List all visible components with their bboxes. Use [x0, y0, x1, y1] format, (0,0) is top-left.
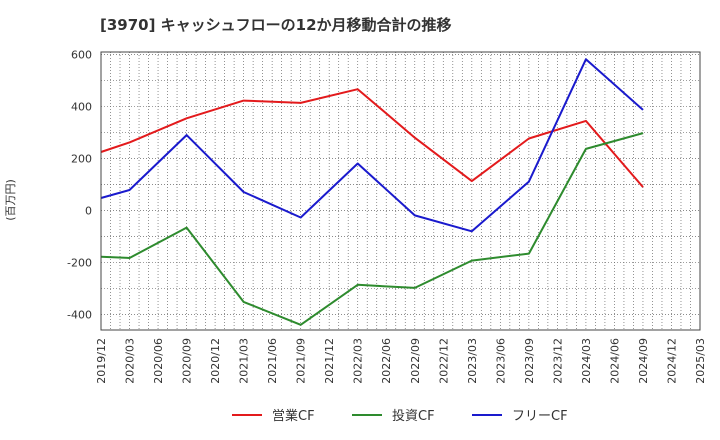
x-tick-label: 2022/09: [409, 338, 422, 384]
x-tick-label: 2021/03: [238, 338, 251, 384]
x-tick-label: 2021/09: [295, 338, 308, 384]
x-tick-label: 2022/12: [437, 338, 450, 384]
x-tick-label: 2024/09: [637, 338, 650, 384]
x-tick-label: 2024/03: [580, 338, 593, 384]
y-tick-label: 600: [71, 49, 92, 62]
x-tick-label: 2021/06: [266, 338, 279, 384]
y-axis-label: (百万円): [4, 179, 17, 221]
x-tick-label: 2022/03: [352, 338, 365, 384]
y-tick-label: -200: [67, 256, 92, 269]
series-line-投資CF: [100, 132, 644, 326]
x-tick-label: 2022/06: [380, 338, 393, 384]
x-tick-label: 2023/12: [551, 338, 564, 384]
x-tick-label: 2020/03: [124, 338, 137, 384]
x-tick-label: 2025/03: [694, 338, 707, 384]
x-tick-label: 2023/06: [494, 338, 507, 384]
series-line-フリーCF: [100, 58, 644, 233]
x-tick-label: 2020/06: [152, 338, 165, 384]
x-tick-label: 2020/09: [181, 338, 194, 384]
x-tick-label: 2023/09: [523, 338, 536, 384]
x-tick-label: 2020/12: [209, 338, 222, 384]
y-tick-label: 0: [85, 204, 92, 217]
legend-label: フリーCF: [512, 409, 568, 424]
y-tick-label: 200: [71, 153, 92, 166]
plot-area: [101, 52, 700, 330]
series-line-営業CF: [100, 88, 644, 188]
plot-frame: [100, 51, 701, 331]
legend-label: 営業CF: [272, 408, 315, 424]
x-tick-label: 2024/12: [665, 338, 678, 384]
y-tick-label: 400: [71, 101, 92, 114]
chart-title: [3970] キャッシュフローの12か月移動合計の推移: [100, 16, 452, 34]
x-tick-label: 2023/03: [466, 338, 479, 384]
legend-label: 投資CF: [392, 408, 435, 424]
y-tick-label: -400: [67, 308, 92, 321]
x-tick-label: 2024/06: [608, 338, 621, 384]
x-tick-label: 2019/12: [95, 338, 108, 384]
x-tick-label: 2021/12: [323, 338, 336, 384]
